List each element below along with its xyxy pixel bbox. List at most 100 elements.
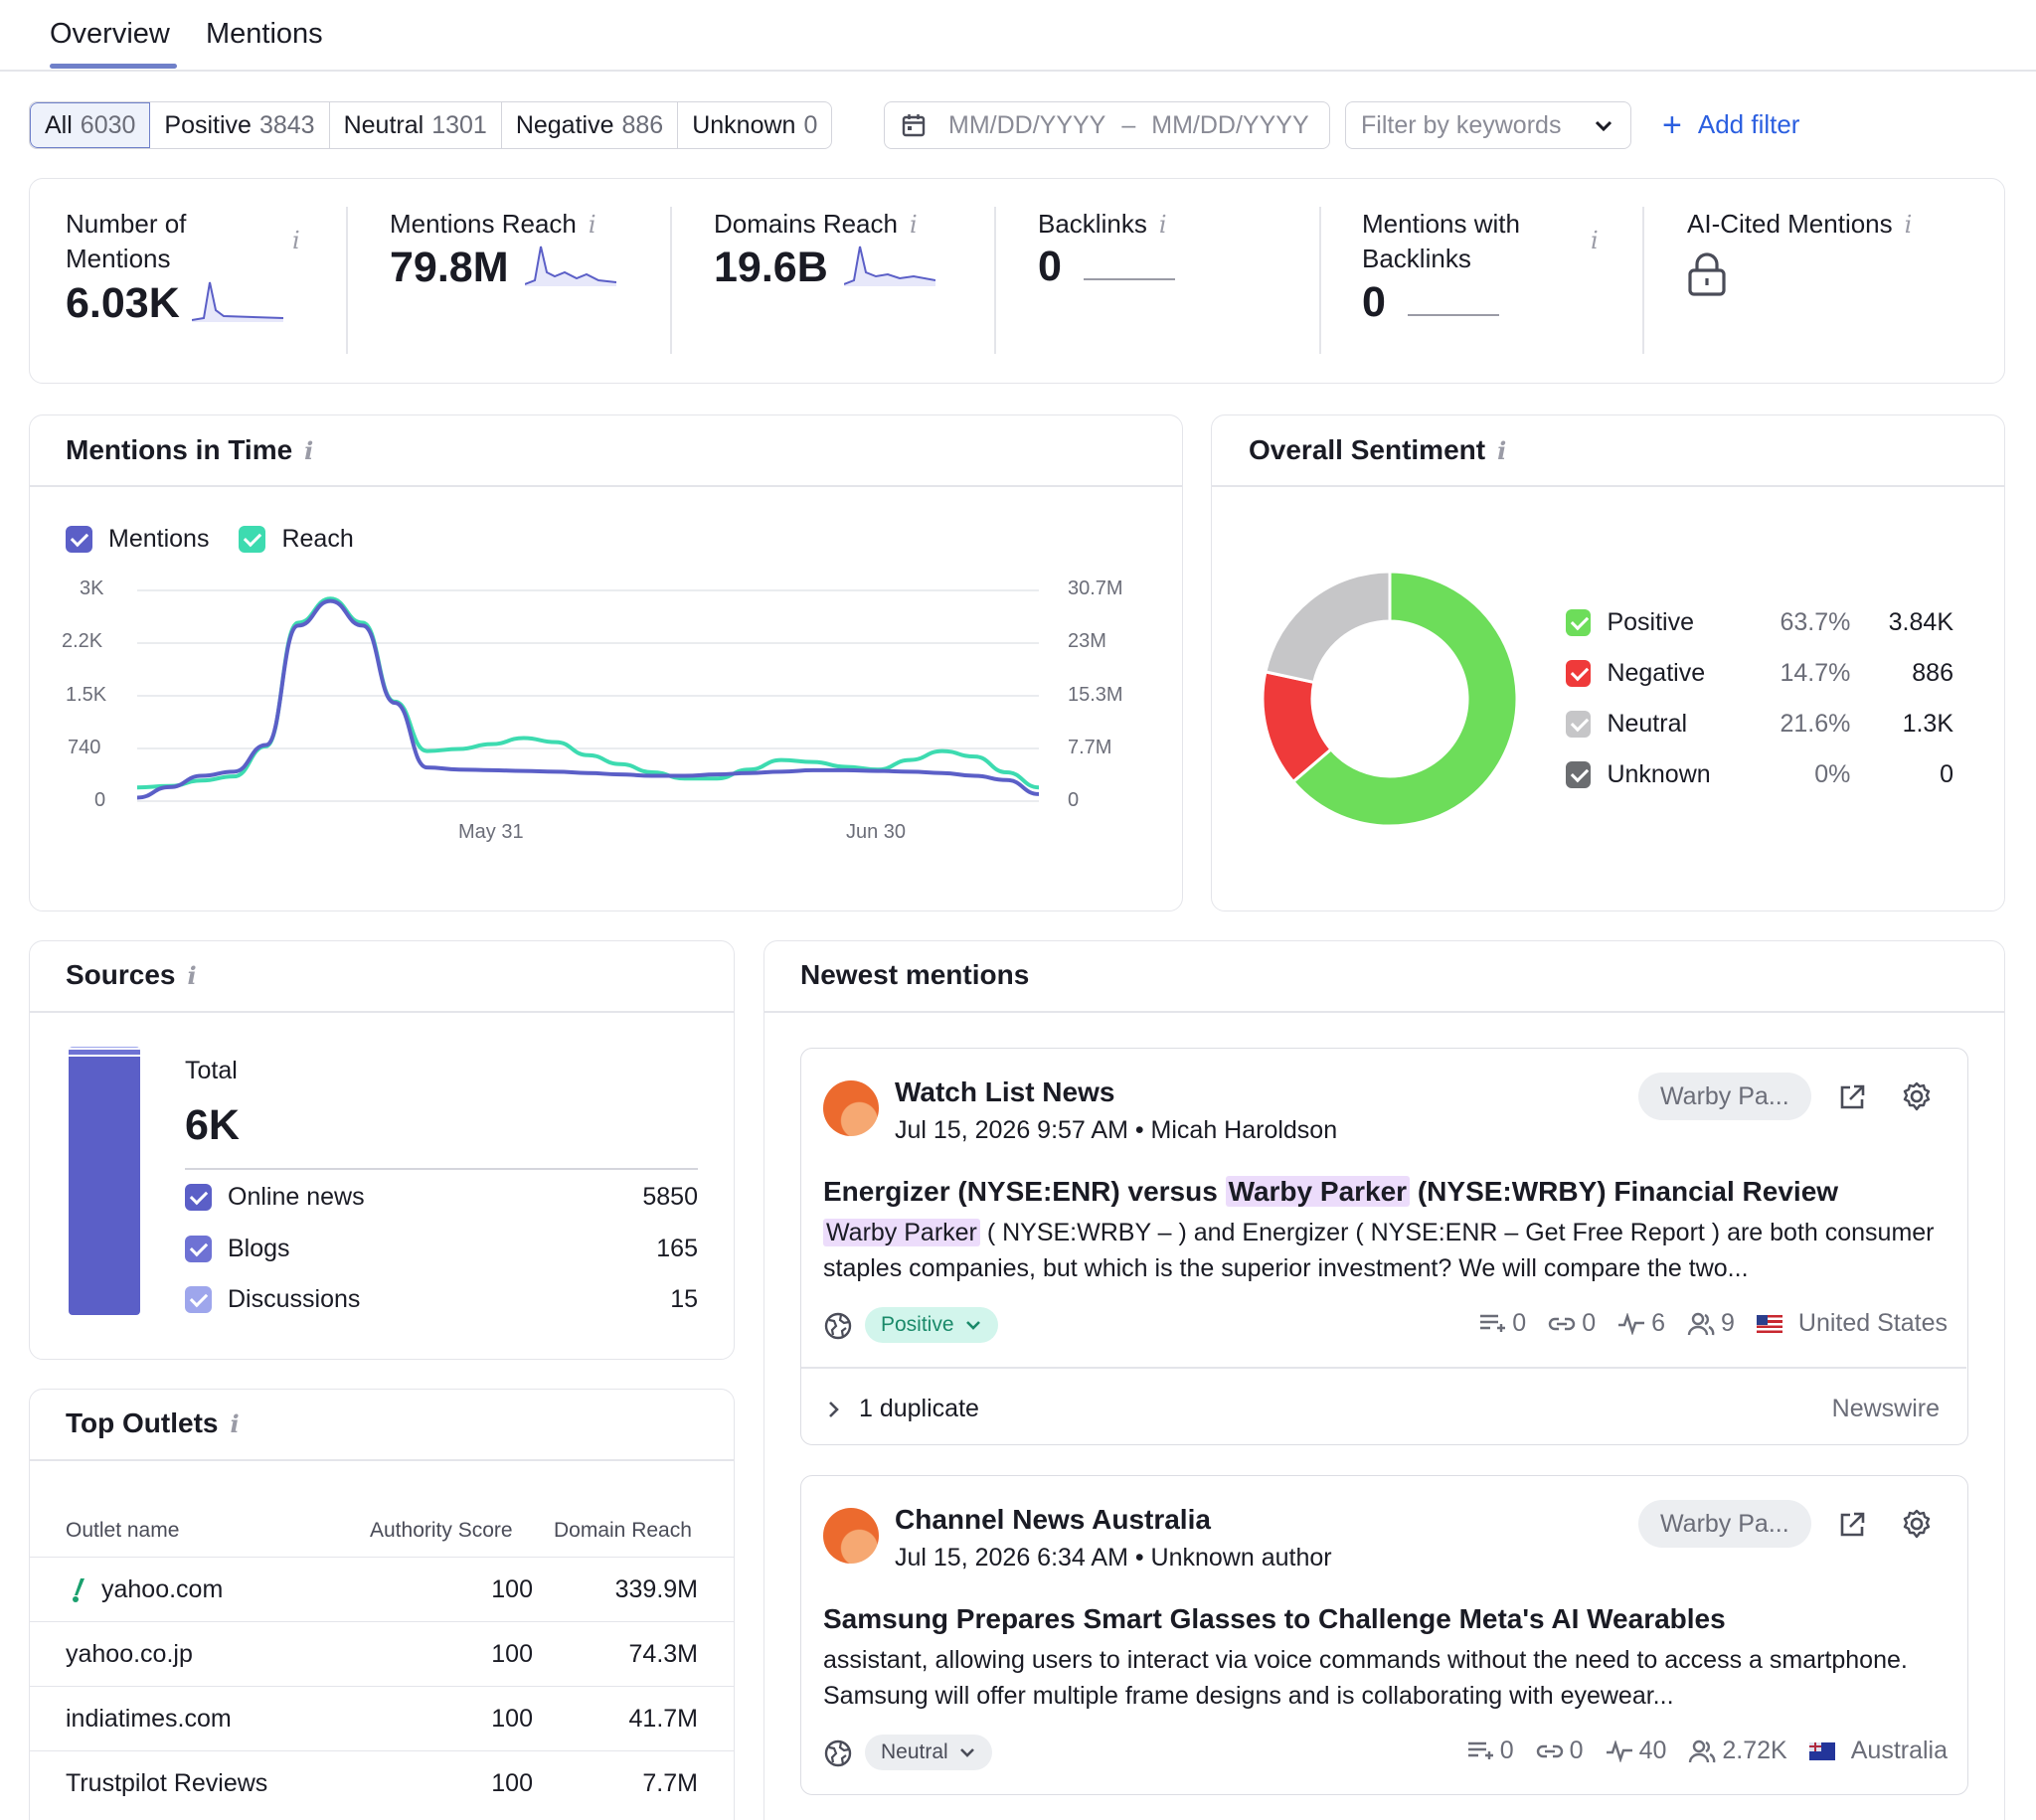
sparkline [843, 246, 935, 286]
y-right-tick: 23M [1068, 630, 1106, 652]
segment-neutral[interactable]: Neutral 1301 [330, 102, 502, 148]
donut-slice-positive[interactable] [1290, 570, 1519, 828]
x-tick: May 31 [458, 821, 524, 843]
bar-segment-blogs[interactable] [69, 1050, 140, 1057]
sentiment-count: 3.84K [1888, 607, 1953, 636]
mention-snippet: Warby Parker ( NYSE:WRBY – ) and Energiz… [823, 1219, 1935, 1282]
bar-segment-online-news[interactable] [69, 1057, 140, 1315]
mention-title[interactable]: Energizer (NYSE:ENR) versus Warby Parker… [823, 1176, 1839, 1207]
segment-negative[interactable]: Negative 886 [502, 102, 679, 148]
us-flag-icon [1756, 1314, 1782, 1333]
sentiment-count: 1.3K [1902, 709, 1953, 738]
metric-divider [1642, 207, 1644, 354]
source-row-blogs: Blogs 165 [185, 1235, 698, 1263]
table-row[interactable]: yahoo.com 100 339.9M [30, 1557, 734, 1621]
chart-legend: Mentions Reach [66, 525, 354, 554]
activity-stat: 6 [1617, 1309, 1665, 1338]
date-range-picker[interactable]: MM/DD/YYYY – MM/DD/YYYY [884, 101, 1330, 149]
sentiment-checkbox[interactable] [1566, 659, 1592, 687]
series-line-reach[interactable] [136, 596, 1040, 790]
mention-item[interactable]: Watch List News Jul 15, 2026 9:57 AM • M… [800, 1048, 1968, 1445]
add-filter-button[interactable]: + Add filter [1662, 108, 1800, 142]
audience-stat: 9 [1687, 1309, 1735, 1338]
blogs-checkbox[interactable] [185, 1236, 212, 1262]
info-icon[interactable]: i [187, 961, 197, 990]
add-filter-label: Add filter [1697, 109, 1800, 139]
external-link-icon[interactable] [1837, 1510, 1867, 1540]
card-divider [30, 485, 1182, 487]
keyword-tag[interactable]: Warby Pa... [1638, 1073, 1811, 1120]
segment-positive[interactable]: Positive 3843 [150, 102, 330, 148]
info-icon[interactable]: i [1497, 436, 1507, 465]
keywords-filter-dropdown[interactable]: Filter by keywords [1345, 101, 1631, 149]
info-icon[interactable]: i [909, 211, 918, 239]
outlet-name[interactable]: yahoo.co.jp [66, 1640, 193, 1668]
metric-label: Mentions with Backlinks [1362, 209, 1520, 273]
mention-item[interactable]: Channel News Australia Jul 15, 2026 6:34… [800, 1475, 1968, 1795]
outlet-name[interactable]: indiatimes.com [66, 1705, 232, 1733]
bar-segment-discussions[interactable] [69, 1047, 140, 1050]
mention-title[interactable]: Samsung Prepares Smart Glasses to Challe… [823, 1603, 1726, 1634]
authority-score: 100 [491, 1769, 533, 1797]
date-to[interactable]: MM/DD/YYYY [1151, 110, 1309, 139]
card-divider [30, 1459, 734, 1461]
reach-checkbox[interactable] [239, 526, 266, 553]
sentiment-checkbox[interactable] [1566, 608, 1592, 636]
tab-mentions[interactable]: Mentions [206, 18, 323, 50]
info-icon[interactable]: i [304, 436, 314, 465]
table-row[interactable]: yahoo.co.jp 100 74.3M [30, 1621, 734, 1686]
info-icon[interactable]: i [588, 211, 596, 239]
info-icon[interactable]: i [1158, 211, 1167, 239]
domain-reach: 41.7M [628, 1705, 698, 1733]
sentiment-dropdown[interactable]: Neutral [865, 1735, 992, 1770]
outlet-name[interactable]: yahoo.com [101, 1575, 224, 1603]
info-icon[interactable]: i [1591, 227, 1599, 254]
donut-slice-neutral[interactable] [1264, 570, 1392, 685]
card-divider [764, 1011, 2004, 1013]
mention-meta: Jul 15, 2026 9:57 AM • Micah Haroldson [895, 1116, 1338, 1144]
external-link-icon[interactable] [1837, 1082, 1867, 1112]
col-authority-score[interactable]: Authority Score [370, 1519, 513, 1542]
gear-icon[interactable] [1901, 1508, 1933, 1540]
y-left-tick: 3K [80, 578, 104, 599]
col-outlet-name[interactable]: Outlet name [66, 1519, 180, 1542]
comments-icon [1467, 1741, 1493, 1759]
date-from[interactable]: MM/DD/YYYY [948, 110, 1106, 139]
overall-sentiment-card [1211, 414, 2005, 911]
gear-icon[interactable] [1901, 1080, 1933, 1112]
info-icon[interactable]: i [230, 1409, 240, 1438]
sentiment-dropdown[interactable]: Positive [865, 1307, 998, 1343]
sentiment-percent: 21.6% [1780, 709, 1851, 738]
metric-value: 19.6B [714, 244, 828, 291]
metric-divider [1319, 207, 1321, 354]
tab-overview[interactable]: Overview [50, 18, 170, 50]
y-left-tick: 1.5K [66, 684, 107, 706]
info-icon[interactable]: i [292, 227, 300, 254]
online-news-checkbox[interactable] [185, 1184, 212, 1211]
mention-source[interactable]: Channel News Australia [895, 1504, 1211, 1535]
table-row[interactable]: Trustpilot Reviews 100 7.7M [30, 1750, 734, 1815]
x-tick: Jun 30 [846, 821, 907, 843]
mention-source[interactable]: Watch List News [895, 1076, 1115, 1107]
sentiment-checkbox[interactable] [1566, 760, 1592, 788]
segment-all[interactable]: All 6030 [30, 102, 151, 148]
sentiment-percent: 0% [1814, 759, 1851, 788]
table-row[interactable]: indiatimes.com 100 41.7M [30, 1686, 734, 1750]
outlet-name[interactable]: Trustpilot Reviews [66, 1769, 268, 1797]
lock-icon[interactable] [1687, 252, 1727, 296]
sentiment-checkbox[interactable] [1566, 710, 1592, 738]
segment-unknown[interactable]: Unknown 0 [692, 110, 818, 139]
keyword-tag[interactable]: Warby Pa... [1638, 1500, 1811, 1548]
col-domain-reach[interactable]: Domain Reach [554, 1519, 692, 1542]
legend-reach-label: Reach [281, 525, 354, 553]
mention-divider [801, 1367, 1966, 1369]
comments-icon [1480, 1314, 1506, 1332]
metric-label: Backlinks [1038, 209, 1147, 239]
tabs-divider [0, 70, 2036, 72]
duplicates-toggle[interactable]: 1 duplicate [825, 1395, 979, 1423]
metrics-card [29, 178, 2005, 384]
info-icon[interactable]: i [1904, 211, 1913, 239]
discussions-checkbox[interactable] [185, 1286, 212, 1313]
series-line-mentions[interactable] [136, 598, 1040, 800]
mentions-checkbox[interactable] [66, 526, 92, 553]
